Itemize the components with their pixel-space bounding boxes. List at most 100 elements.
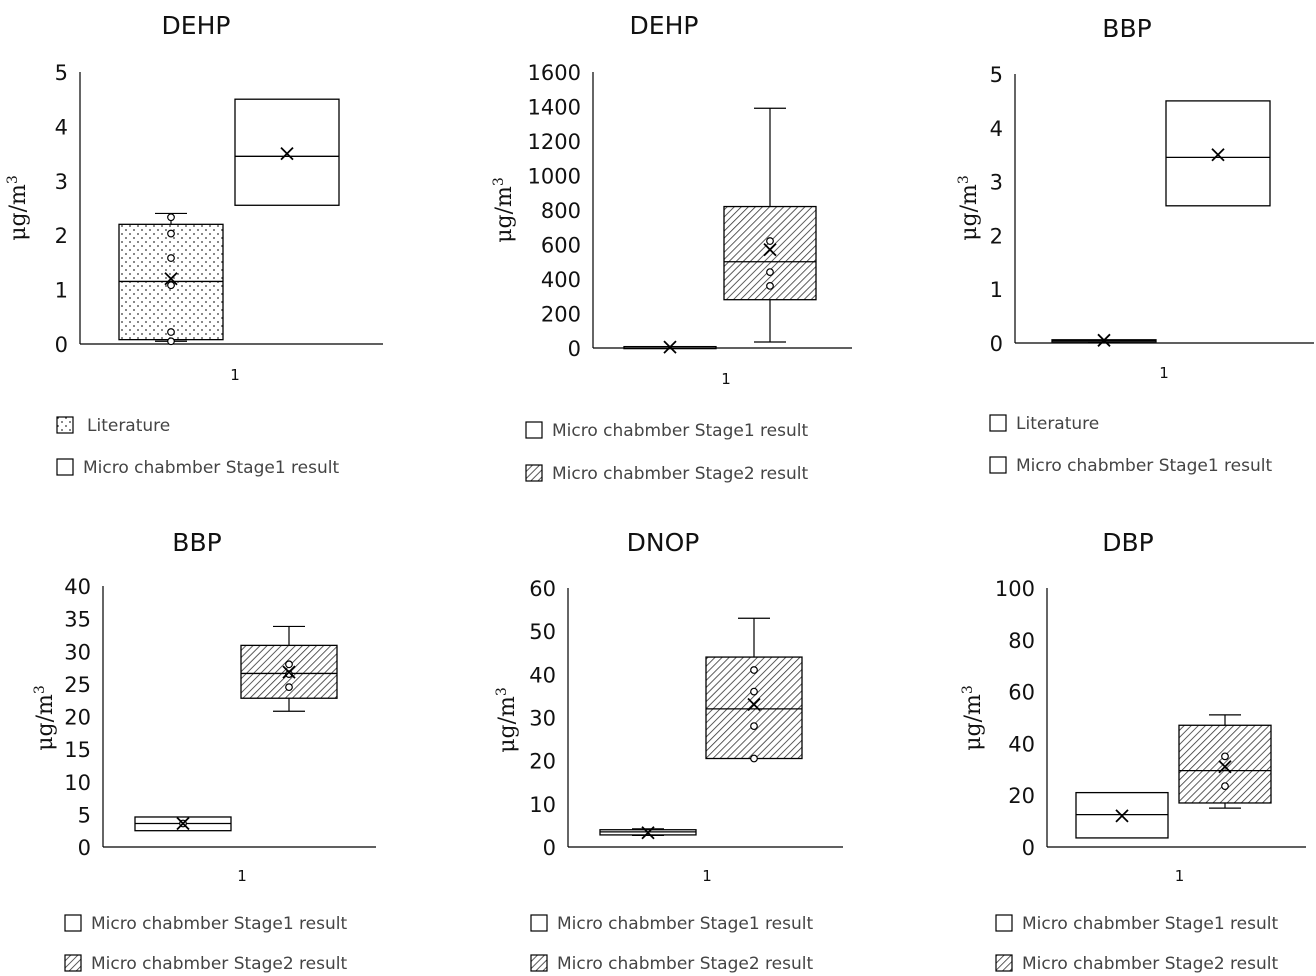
y-tick-label: 0 (990, 332, 1003, 356)
legend-label: Micro chabmber Stage2 result (91, 954, 347, 974)
mean-marker (164, 272, 178, 286)
legend-label: Micro chabmber Stage1 result (1022, 914, 1278, 934)
legend-entry: Micro chabmber Stage1 result (56, 458, 339, 478)
box (1165, 100, 1271, 207)
chart-panel-2: DEHP 0 200 400 600 800 1000 1200 1400 1600 μg/m3 1 M… (491, 11, 852, 484)
legend-label: Micro chabmber Stage1 result (552, 421, 808, 441)
legend-label: Literature (1016, 414, 1099, 434)
box-series-2 (240, 625, 338, 712)
y-tick-label: 1200 (528, 130, 581, 154)
box-series-1 (118, 212, 224, 346)
chart-panel-6: DBP 0 20 40 60 80 100 μg/m3 1 Micro chabmber Stag… (960, 528, 1306, 974)
y-tick-label: 25 (64, 673, 91, 697)
y-tick-label: 30 (64, 640, 91, 664)
y-tick-label: 60 (529, 577, 556, 601)
mean-marker-stroke (1211, 148, 1225, 162)
legend-entry: Micro chabmber Stage1 result (989, 456, 1272, 476)
y-axis-label: μg/m3 (32, 685, 58, 751)
y-tick-label: 1000 (528, 165, 581, 189)
y-tick-label: 2 (990, 224, 1003, 248)
y-tick-label: 200 (541, 303, 581, 327)
box (234, 98, 340, 206)
mean-marker-stroke (1218, 760, 1232, 774)
mean-marker-stroke (176, 816, 190, 831)
y-tick-label: 3 (55, 170, 68, 194)
y-tick-label: 20 (1008, 784, 1035, 808)
mean-marker (663, 340, 677, 354)
box-series-2 (1178, 714, 1272, 809)
box (1178, 724, 1272, 804)
legend-label: Micro chabmber Stage1 result (557, 914, 813, 934)
mean-marker (1115, 809, 1129, 823)
data-point (167, 229, 175, 238)
legend-swatch (989, 414, 1007, 432)
legend-label: Micro chabmber Stage1 result (1016, 456, 1272, 476)
y-tick-label: 0 (55, 333, 68, 357)
data-point (766, 268, 774, 277)
data-point (167, 281, 175, 290)
legend-swatch (995, 914, 1013, 932)
box-series-1 (623, 340, 717, 354)
y-tick-label: 1400 (528, 96, 581, 120)
y-axis-label: μg/m3 (5, 175, 31, 241)
x-category-label: 1 (1159, 364, 1169, 382)
y-tick-label: 4 (55, 115, 68, 139)
mean-marker-stroke (747, 697, 761, 712)
data-point (766, 282, 774, 290)
legend-entry: Micro chabmber Stage2 result (995, 954, 1278, 974)
box (705, 656, 803, 760)
mean-marker (1211, 148, 1225, 162)
y-tick-label: 2 (55, 224, 68, 248)
y-tick-label: 10 (64, 771, 91, 795)
data-point (1221, 752, 1229, 761)
y-tick-label: 5 (990, 63, 1003, 87)
legend-swatch (530, 954, 548, 972)
mean-marker (747, 697, 761, 712)
legend-entry: Micro chabmber Stage1 result (995, 914, 1278, 934)
x-category-label: 1 (237, 867, 247, 885)
box-series-2 (723, 107, 817, 343)
y-tick-label: 35 (64, 608, 91, 632)
legend-entry: Micro chabmber Stage2 result (530, 954, 813, 974)
box-series-2 (705, 617, 803, 763)
data-point (750, 666, 758, 674)
y-axis-label: μg/m3 (491, 177, 517, 243)
legend-label: Micro chabmber Stage1 result (91, 914, 347, 934)
mean-marker-stroke (641, 826, 655, 840)
y-tick-label: 600 (541, 234, 581, 258)
box-series-2 (234, 98, 340, 206)
y-tick-label: 20 (64, 706, 91, 730)
y-tick-label: 80 (1008, 629, 1035, 653)
y-tick-label: 0 (1022, 836, 1035, 860)
mean-marker (763, 243, 777, 257)
chart-title: DBP (1102, 528, 1153, 557)
legend-swatch (530, 914, 548, 932)
y-tick-label: 60 (1008, 681, 1035, 705)
data-point (285, 670, 293, 678)
legend-swatch (64, 954, 82, 972)
y-tick-label: 1600 (528, 61, 581, 85)
y-tick-label: 1 (990, 278, 1003, 302)
data-point (167, 328, 175, 336)
legend-label: Micro chabmber Stage2 result (1022, 954, 1278, 974)
x-category-label: 1 (230, 366, 240, 384)
mean-marker-stroke (164, 272, 178, 286)
y-tick-label: 20 (529, 750, 556, 774)
box-series-1 (1051, 333, 1157, 347)
chart-panel-1: DEHP 0 1 2 3 4 5 μg/m3 1 Literature Micro chabmber… (5, 11, 383, 478)
chart-title: BBP (172, 528, 221, 557)
y-axis-label: μg/m3 (960, 685, 986, 751)
legend-entry: Micro chabmber Stage1 result (530, 914, 813, 934)
y-tick-label: 30 (529, 707, 556, 731)
data-point (167, 213, 175, 222)
data-point (766, 237, 774, 245)
mean-marker (176, 816, 190, 831)
chart-title: DEHP (162, 11, 231, 40)
legend-entry: Literature (56, 416, 170, 436)
x-category-label: 1 (721, 370, 731, 388)
y-tick-label: 5 (55, 61, 68, 85)
mean-marker-stroke (1097, 333, 1111, 347)
chart-title: DNOP (627, 528, 700, 557)
data-point (285, 660, 293, 669)
legend-swatch (56, 458, 74, 476)
